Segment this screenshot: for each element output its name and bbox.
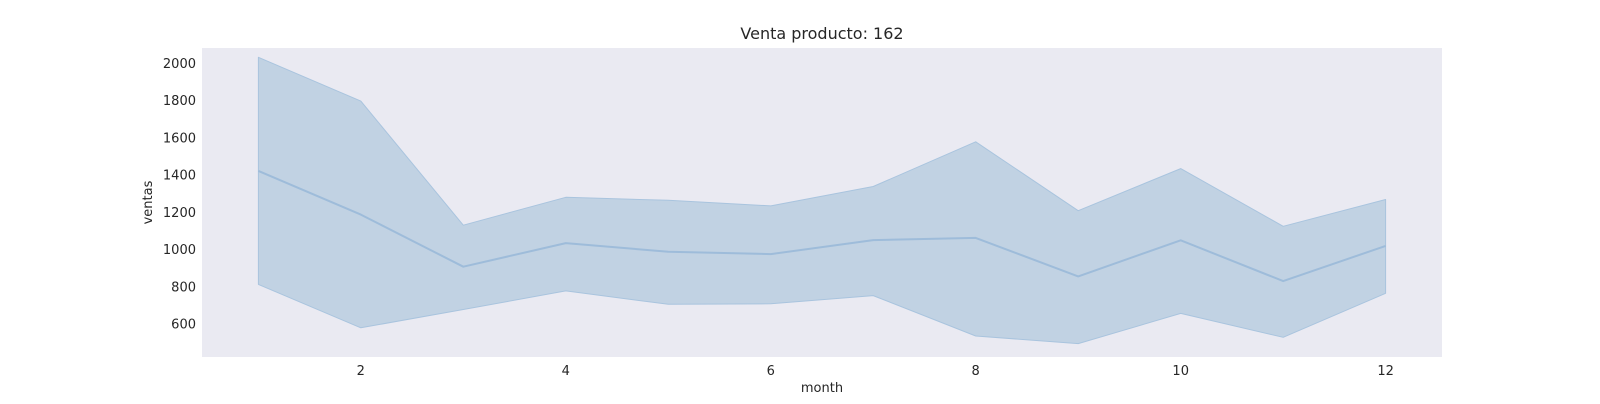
x-tick-label: 4 (562, 364, 570, 379)
chart-title: Venta producto: 162 (740, 24, 903, 43)
y-tick-label: 1800 (163, 94, 196, 109)
x-tick-label: 12 (1377, 364, 1394, 379)
y-tick-label: 600 (171, 318, 196, 333)
series-line (258, 169, 1386, 283)
x-tick-label: 2 (357, 364, 365, 379)
x-axis-ticks: 2 4 6 8 10 12 (357, 364, 1394, 379)
y-tick-label: 800 (171, 280, 196, 295)
confidence-band-layer (257, 56, 1387, 345)
y-tick-label: 1200 (163, 206, 196, 221)
confidence-band (257, 56, 1387, 345)
y-tick-label: 1000 (163, 243, 196, 258)
y-axis-ticks: 600 800 1000 1200 1400 1600 1800 2000 (163, 57, 196, 333)
series-line-layer (258, 169, 1386, 283)
y-tick-label: 1600 (163, 131, 196, 146)
y-axis-label: ventas (141, 180, 156, 224)
x-axis-label: month (801, 381, 843, 396)
x-tick-label: 8 (972, 364, 980, 379)
y-tick-label: 1400 (163, 169, 196, 184)
x-tick-label: 6 (767, 364, 775, 379)
x-tick-label: 10 (1172, 364, 1189, 379)
y-tick-label: 2000 (163, 57, 196, 72)
